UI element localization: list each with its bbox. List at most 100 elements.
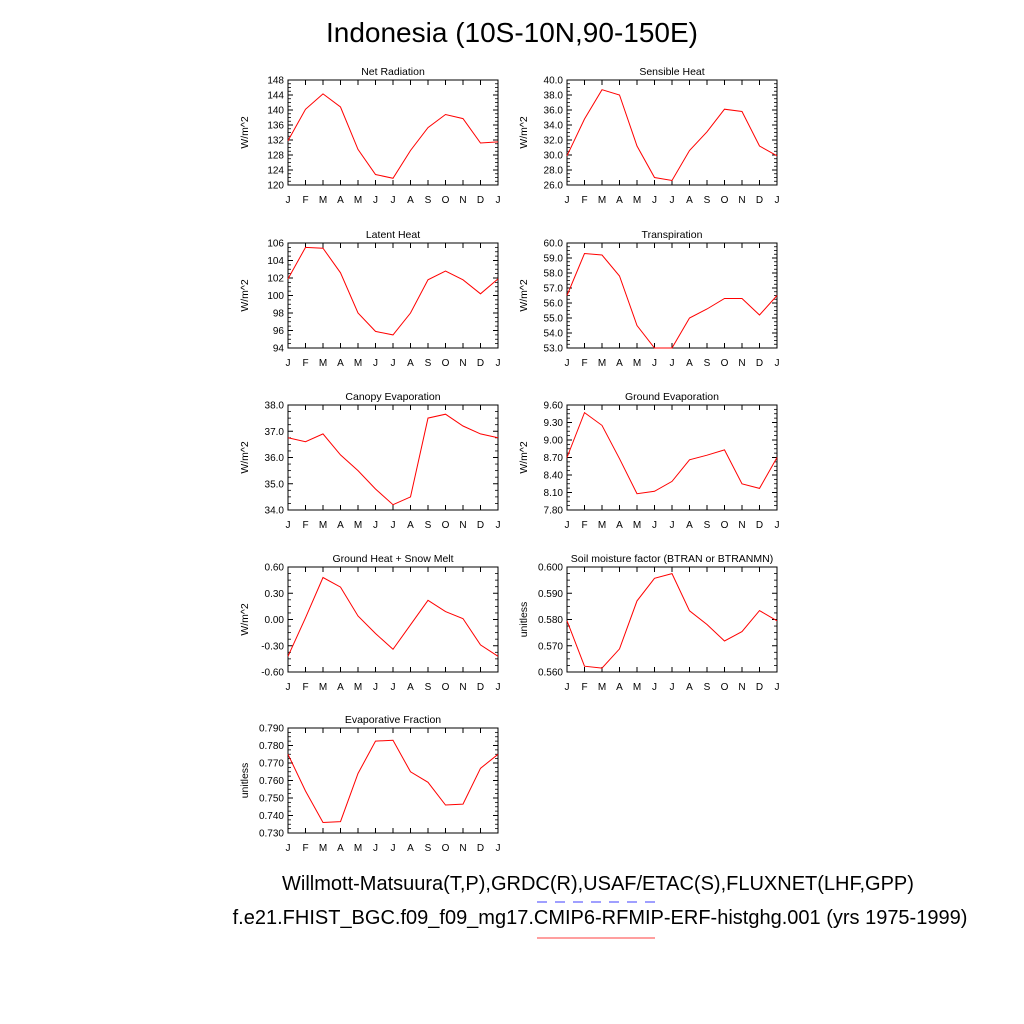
x-tick-label: M	[319, 843, 327, 854]
chart-panel-1: Sensible Heat W/m^2 26.0 28.0 30.0 32.0 34.0 36…	[518, 66, 780, 206]
x-tick-label: A	[686, 520, 693, 531]
x-tick-label: J	[775, 195, 780, 206]
x-tick-label: J	[670, 520, 675, 531]
y-axis-label: unitless	[239, 763, 251, 799]
x-tick-label: A	[337, 195, 344, 206]
y-tick-label: 0.750	[259, 794, 284, 805]
x-tick-label: O	[442, 358, 450, 369]
y-tick-label: 98	[273, 309, 285, 320]
y-tick-label: 0.00	[265, 615, 285, 626]
x-tick-label: M	[598, 682, 606, 693]
y-tick-label: 56.0	[544, 299, 564, 310]
x-tick-label: A	[337, 843, 344, 854]
x-tick-label: J	[652, 682, 657, 693]
y-tick-label: 106	[267, 239, 284, 250]
y-tick-label: 32.0	[544, 136, 564, 147]
x-tick-label: A	[686, 195, 693, 206]
panel-title: Transpiration	[642, 229, 703, 241]
y-tick-label: 104	[267, 256, 284, 267]
x-tick-label: J	[670, 358, 675, 369]
footer-case: f.e21.FHIST_BGC.f09_f09_mg17.CMIP6-RFMIP…	[232, 907, 968, 929]
y-tick-label: 9.00	[544, 436, 564, 447]
x-tick-label: S	[425, 843, 432, 854]
x-tick-label: M	[633, 520, 641, 531]
x-tick-label: J	[670, 682, 675, 693]
y-tick-label: 54.0	[544, 329, 564, 340]
x-tick-label: M	[354, 520, 362, 531]
series-line	[287, 576, 499, 657]
y-tick-label: 0.760	[259, 776, 284, 787]
y-tick-label: 128	[267, 151, 284, 162]
y-tick-label: 0.600	[538, 563, 563, 574]
x-tick-label: D	[477, 843, 484, 854]
x-tick-label: J	[652, 195, 657, 206]
x-tick-label: J	[775, 520, 780, 531]
x-tick-label: M	[633, 195, 641, 206]
x-tick-label: N	[738, 358, 745, 369]
x-tick-label: J	[373, 195, 378, 206]
x-tick-label: O	[721, 682, 729, 693]
y-tick-label: 0.560	[538, 668, 563, 679]
x-tick-label: A	[616, 195, 623, 206]
series-line	[287, 739, 499, 824]
x-tick-label: J	[565, 358, 570, 369]
series-line	[287, 93, 499, 179]
y-tick-label: 0.590	[538, 589, 563, 600]
y-tick-label: 60.0	[544, 239, 564, 250]
x-tick-label: O	[442, 682, 450, 693]
panel-title: Latent Heat	[366, 229, 420, 241]
y-tick-label: 8.70	[544, 453, 564, 464]
x-tick-label: O	[721, 195, 729, 206]
y-axis-label: W/m^2	[239, 603, 251, 636]
y-tick-label: 94	[273, 344, 285, 355]
y-axis-label: W/m^2	[239, 441, 251, 474]
x-tick-label: S	[425, 195, 432, 206]
x-tick-label: J	[286, 682, 291, 693]
x-tick-label: S	[704, 358, 711, 369]
y-axis-label: W/m^2	[239, 279, 251, 312]
x-tick-label: F	[581, 682, 587, 693]
x-tick-label: J	[496, 843, 501, 854]
x-tick-label: S	[425, 358, 432, 369]
x-tick-label: J	[565, 195, 570, 206]
y-tick-label: 0.790	[259, 724, 284, 735]
x-tick-label: J	[373, 520, 378, 531]
x-tick-label: A	[407, 195, 414, 206]
y-tick-label: -0.30	[261, 641, 284, 652]
chart-panel-5: Ground Evaporation W/m^2 7.80 8.10 8.40 8.70 9…	[518, 391, 780, 531]
x-tick-label: S	[704, 682, 711, 693]
figure-title: Indonesia (10S-10N,90-150E)	[325, 17, 698, 48]
x-tick-label: N	[738, 682, 745, 693]
y-tick-label: 9.30	[544, 418, 564, 429]
y-tick-label: 136	[267, 121, 284, 132]
x-tick-label: F	[302, 520, 308, 531]
y-tick-label: 0.570	[538, 641, 563, 652]
x-tick-label: N	[459, 843, 466, 854]
x-tick-label: J	[565, 520, 570, 531]
x-tick-label: O	[442, 195, 450, 206]
y-tick-label: 148	[267, 76, 284, 87]
panel-title: Sensible Heat	[639, 66, 704, 78]
x-tick-label: D	[477, 195, 484, 206]
x-tick-label: J	[286, 358, 291, 369]
y-tick-label: 0.60	[265, 563, 285, 574]
y-tick-label: 37.0	[265, 427, 285, 438]
y-tick-label: 8.10	[544, 488, 564, 499]
y-tick-label: 9.60	[544, 401, 564, 412]
series-line	[287, 413, 499, 506]
x-tick-label: J	[391, 358, 396, 369]
x-tick-label: N	[738, 195, 745, 206]
x-tick-label: A	[686, 682, 693, 693]
y-tick-label: 58.0	[544, 269, 564, 280]
x-tick-label: M	[354, 358, 362, 369]
y-tick-label: 100	[267, 291, 284, 302]
x-tick-label: J	[775, 682, 780, 693]
x-tick-label: A	[616, 358, 623, 369]
y-tick-label: 35.0	[265, 479, 285, 490]
chart-panel-0: Net Radiation W/m^2 120 124 128 132 136 140 144 1…	[239, 66, 501, 206]
x-tick-label: J	[391, 843, 396, 854]
x-tick-label: F	[302, 682, 308, 693]
